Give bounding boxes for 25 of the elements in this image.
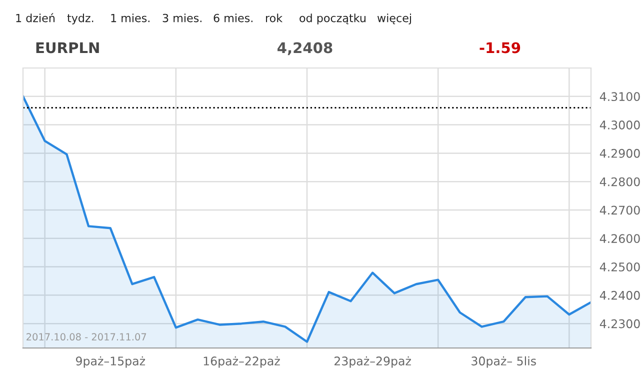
- text: tydz.: [67, 14, 94, 24]
- text: 6 mies.: [214, 14, 252, 22]
- chart-title: EURPLN: [36, 42, 99, 54]
- y-tick-label: 4.2300: [600, 319, 640, 328]
- text: od początku: [300, 14, 366, 24]
- text: rok: [266, 14, 283, 22]
- x-tick-label: 23paż–29paż: [334, 356, 411, 368]
- text: 3 mies.: [162, 14, 202, 22]
- text: 1 mies.: [111, 14, 150, 22]
- text: 4,2408: [278, 42, 332, 56]
- x-tick-label: 9paż–15paż: [76, 356, 146, 368]
- text: -1.59: [480, 42, 520, 54]
- y-tick-label: 4.2700: [600, 206, 640, 215]
- x-tick-label: 16paż–22paż: [204, 356, 280, 368]
- y-tick-label: 4.2400: [600, 290, 640, 300]
- text: więcej: [377, 14, 411, 24]
- x-tick-label: 30paż– 5lis: [472, 356, 536, 368]
- y-tick-label: 4.3100: [600, 92, 640, 102]
- annotation: 2017.10.08 - 2017.11.07: [26, 333, 146, 341]
- y-tick-label: 4.2500: [600, 262, 640, 272]
- text: 1 dzień: [16, 13, 55, 22]
- y-tick-label: 4.2600: [600, 234, 640, 244]
- y-tick-label: 4.3000: [600, 120, 640, 130]
- y-tick-label: 4.2900: [600, 148, 640, 158]
- y-tick-label: 4.2800: [600, 177, 640, 186]
